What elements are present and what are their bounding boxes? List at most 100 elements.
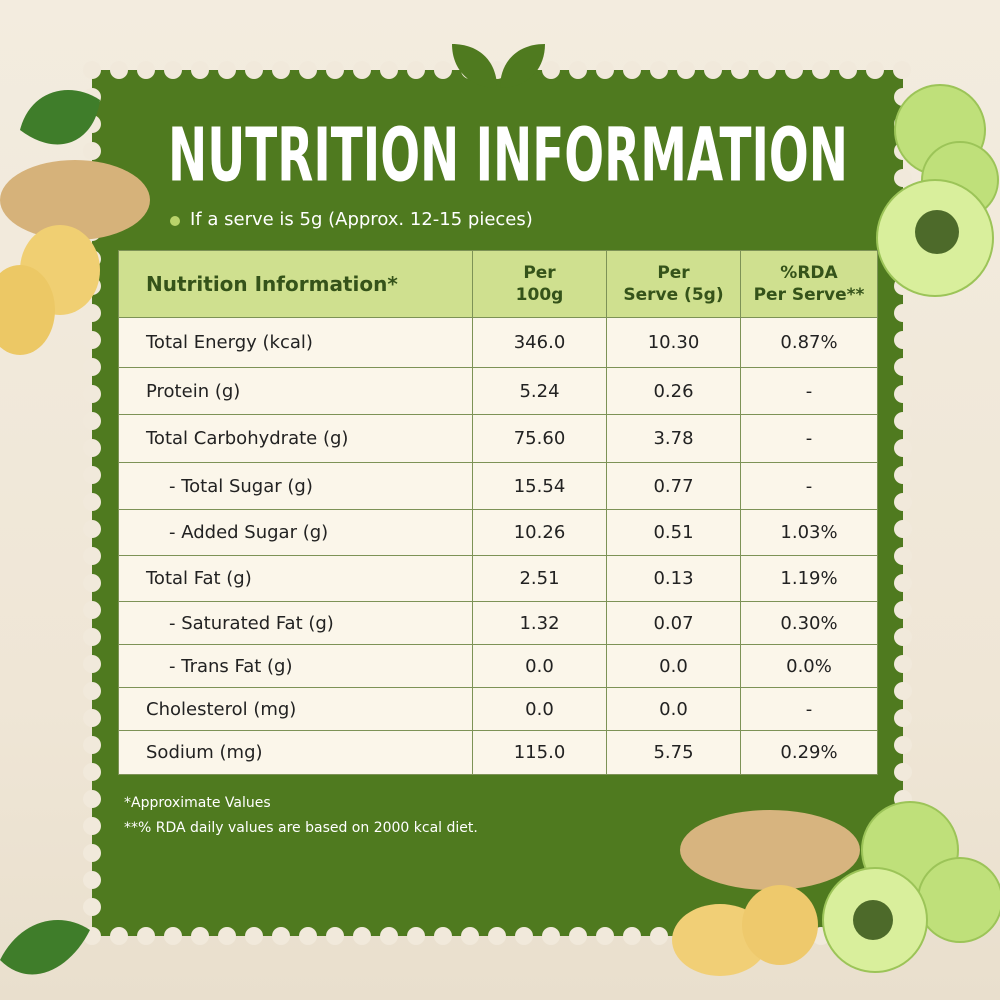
value-cell: 0.0	[472, 687, 607, 731]
stamp-notch	[380, 61, 398, 79]
ginger-slice	[0, 265, 55, 355]
serving-note: If a serve is 5g (Approx. 12-15 pieces)	[190, 209, 533, 230]
stamp-notch	[731, 61, 749, 79]
stamp-notch	[434, 61, 452, 79]
column-header: Per 100g	[472, 250, 607, 318]
stamp-notch	[650, 927, 668, 945]
stamp-notch	[407, 927, 425, 945]
value-cell: 115.0	[472, 730, 607, 775]
stamp-notch	[569, 61, 587, 79]
stamp-notch	[596, 927, 614, 945]
leaf	[20, 90, 100, 145]
stamp-notch	[894, 493, 912, 511]
value-cell: 3.78	[606, 414, 741, 463]
stamp-notch	[704, 61, 722, 79]
stamp-notch	[894, 412, 912, 430]
stamp-notch	[191, 927, 209, 945]
stamp-notch	[812, 61, 830, 79]
table-row: - Added Sugar (g) 10.26 0.51 1.03%	[118, 509, 878, 556]
stamp-notch	[434, 927, 452, 945]
nutrient-name: Sodium (mg)	[118, 730, 473, 775]
title: NUTRITION INFORMATION	[168, 113, 848, 199]
value-cell: 15.54	[472, 462, 607, 510]
amla-seed	[853, 900, 893, 940]
stamp-notch	[839, 61, 857, 79]
stamp-notch	[894, 682, 912, 700]
value-cell: 1.19%	[740, 555, 878, 602]
stamp-notch	[83, 439, 101, 457]
stamp-notch	[83, 871, 101, 889]
stamp-notch	[218, 927, 236, 945]
stamp-notch	[894, 358, 912, 376]
value-cell: 5.24	[472, 367, 607, 415]
stamp-notch	[83, 61, 101, 79]
table-row: - Total Sugar (g) 15.54 0.77-	[118, 462, 878, 510]
stamp-notch	[137, 927, 155, 945]
nutrient-name: - Total Sugar (g)	[118, 462, 473, 510]
nutrient-name: - Saturated Fat (g)	[118, 601, 473, 645]
footnote: **% RDA daily values are based on 2000 k…	[124, 820, 478, 836]
stamp-notch	[894, 628, 912, 646]
value-cell: 0.29%	[740, 730, 878, 775]
nutrient-name: Cholesterol (mg)	[118, 687, 473, 731]
leaf	[500, 44, 545, 88]
value-cell: 1.03%	[740, 509, 878, 556]
stamp-notch	[894, 709, 912, 727]
stamp-notch	[83, 574, 101, 592]
stamp-notch	[894, 331, 912, 349]
stamp-notch	[299, 927, 317, 945]
stamp-notch	[83, 466, 101, 484]
stamp-notch	[83, 655, 101, 673]
column-header: Nutrition Information*	[118, 250, 473, 318]
stamp-notch	[83, 304, 101, 322]
stamp-notch	[83, 844, 101, 862]
amla-seed	[915, 210, 959, 254]
stamp-notch	[893, 61, 911, 79]
stamp-notch	[164, 927, 182, 945]
table-body: Total Energy (kcal) 346.0 10.30 0.87% Protei…	[118, 317, 878, 775]
value-cell: 0.13	[606, 555, 741, 602]
ginger-slice	[742, 885, 818, 965]
stamp-notch	[245, 927, 263, 945]
value-cell: 1.32	[472, 601, 607, 645]
value-cell: 5.75	[606, 730, 741, 775]
nutrient-name: Total Carbohydrate (g)	[118, 414, 473, 463]
stamp-notch	[380, 927, 398, 945]
stamp-notch	[83, 385, 101, 403]
stamp-notch	[894, 736, 912, 754]
value-cell: 0.07	[606, 601, 741, 645]
stamp-notch	[866, 61, 884, 79]
table-row: Total Fat (g) 2.51 0.13 1.19%	[118, 555, 878, 602]
stamp-notch	[83, 520, 101, 538]
value-cell: 0.0%	[740, 644, 878, 688]
stamp-notch	[83, 682, 101, 700]
stamp-notch	[353, 61, 371, 79]
decor-ginger	[0, 90, 860, 976]
value-cell: 0.51	[606, 509, 741, 556]
amla	[917, 857, 1000, 943]
stamp-notch	[894, 763, 912, 781]
stamp-notch	[83, 142, 101, 160]
stamp-notch	[894, 304, 912, 322]
value-cell: 346.0	[472, 317, 607, 368]
stamp-notch	[83, 412, 101, 430]
stamp-notch	[623, 61, 641, 79]
nutrient-name: - Added Sugar (g)	[118, 509, 473, 556]
decor-amla	[822, 84, 1000, 973]
stamp-notch	[785, 61, 803, 79]
stamp-notch	[191, 61, 209, 79]
stamp-notch	[83, 493, 101, 511]
value-cell: 0.87%	[740, 317, 878, 368]
table-row: Cholesterol (mg) 0.0 0.0-	[118, 687, 878, 731]
stamp-notch	[83, 817, 101, 835]
stamp-notch	[83, 763, 101, 781]
header-row: Nutrition Information* Per 100g Per Serve …	[118, 250, 878, 318]
value-cell: -	[740, 462, 878, 510]
stamp-notch	[218, 61, 236, 79]
value-cell: -	[740, 367, 878, 415]
stamp-notch	[272, 61, 290, 79]
stamp-notch	[137, 61, 155, 79]
stamp-notch	[83, 628, 101, 646]
stamp-notch	[326, 61, 344, 79]
table-row: - Trans Fat (g) 0.0 0.0 0.0%	[118, 644, 878, 688]
